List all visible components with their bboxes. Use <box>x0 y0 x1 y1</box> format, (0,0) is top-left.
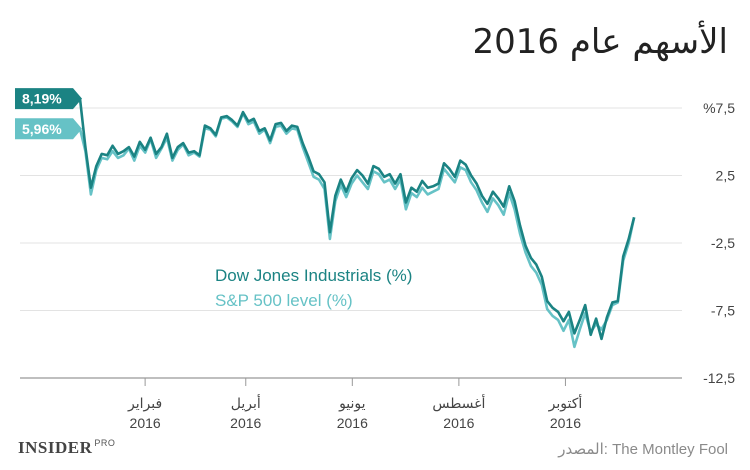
x-tick-year: 2016 <box>230 415 261 431</box>
x-tick-month: أبريل <box>231 394 261 412</box>
legend-entry-sp500: S&P 500 level (%) <box>215 291 353 310</box>
dow-end-label: 8,19% <box>15 88 82 110</box>
x-tick-year: 2016 <box>130 415 161 431</box>
grid-layer <box>20 107 682 379</box>
source-name: The Montley Fool <box>612 441 728 458</box>
y-tick-label: %7,5 <box>703 100 735 116</box>
legend-entry-dow: Dow Jones Industrials (%) <box>215 266 412 285</box>
x-axis-ticks: فبراير 2016 أبريل 2016 يونيو 2016 أغسطس 2016 أكت… <box>127 378 582 431</box>
legend: Dow Jones Industrials (%) S&P 500 level … <box>215 266 412 310</box>
end-label-text: 5,96% <box>22 121 62 137</box>
x-tick-month: أغسطس <box>432 394 485 412</box>
sp500-line <box>78 112 636 349</box>
series-layer <box>78 98 636 349</box>
x-tick-year: 2016 <box>443 415 474 431</box>
dow-jones-line <box>78 98 636 341</box>
sp500-end-label: 5,96% <box>15 118 82 140</box>
x-tick-month: أكتوبر <box>548 394 583 412</box>
x-tick-year: 2016 <box>337 415 368 431</box>
brand-name: INSIDER <box>18 438 93 457</box>
y-tick-label: -12,5 <box>703 370 735 386</box>
x-tick-month: فبراير <box>127 395 162 412</box>
x-tick-year: 2016 <box>550 415 581 431</box>
y-tick-label: 2,5 <box>716 168 736 184</box>
brand-logo: INSIDER PRO <box>18 438 115 458</box>
brand-suffix: PRO <box>94 438 116 449</box>
end-label-box <box>15 88 82 110</box>
chart-title: الأسهم عام 2016 <box>472 22 728 62</box>
y-axis-ticks: %7,5 2,5 -2,5 -7,5 -12,5 <box>703 100 735 386</box>
end-label-text: 8,19% <box>22 91 62 107</box>
x-tick-month: يونيو <box>338 395 366 412</box>
source-label: المصدر: <box>558 441 608 458</box>
y-tick-label: -2,5 <box>711 235 735 251</box>
source-credit: المصدر: The Montley Fool <box>558 440 728 458</box>
end-value-markers: 8,19% 5,96% <box>15 88 82 140</box>
y-tick-label: -7,5 <box>711 303 735 319</box>
end-label-box <box>15 118 82 140</box>
